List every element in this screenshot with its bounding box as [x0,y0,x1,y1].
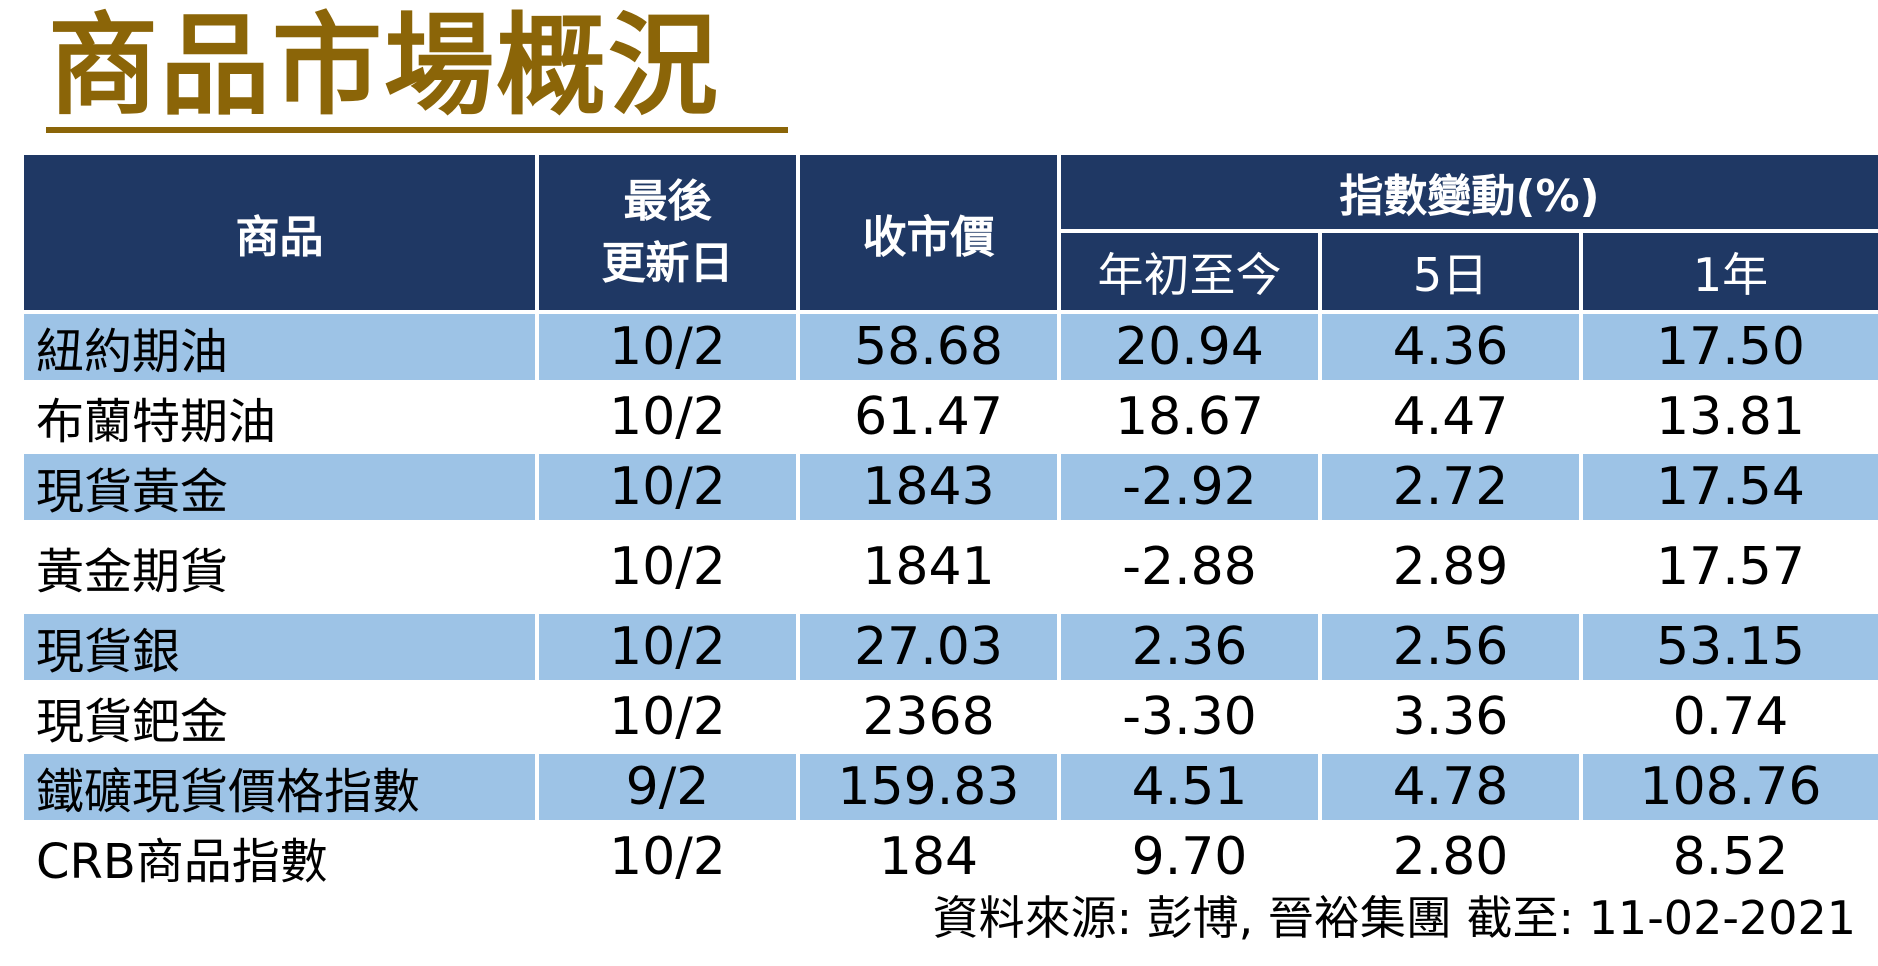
row-4-ytd: -2.88 [1122,537,1257,597]
header-last-update: 最後 更新日 [539,155,796,310]
row-4-close: 1841 [862,537,995,597]
row-8-close: 184 [878,827,979,887]
header-5-day: 5日 [1322,233,1579,310]
row-1-date: 10/2 [539,314,796,380]
row-3-1year: 17.54 [1583,454,1878,520]
row-6-1year: 0.74 [1672,687,1789,747]
row-5-1year: 53.15 [1583,614,1878,680]
row-8-date: 10/2 [609,827,726,887]
row-5-5day: 2.56 [1322,614,1579,680]
row-7-date: 9/2 [539,754,796,820]
row-7-close: 159.83 [800,754,1057,820]
row-4-5day: 2.89 [1392,537,1509,597]
commodity-market-table: 商品 最後 更新日 收市價 指數變動(%) 年初至今 5日 1年 紐約期油 10… [24,155,1878,890]
header-commodity: 商品 [24,155,535,310]
row-6-close: 2368 [862,687,995,747]
row-4-date: 10/2 [609,537,726,597]
row-5-commodity: 現貨銀 [24,614,535,680]
row-2-ytd: 18.67 [1115,387,1264,447]
header-last-update-line1: 最後 [623,175,712,227]
row-6-commodity: 現貨鈀金 [36,694,229,750]
row-3-ytd: -2.92 [1061,454,1318,520]
row-1-ytd: 20.94 [1061,314,1318,380]
row-4-commodity: 黃金期貨 [36,544,229,600]
row-1-close: 58.68 [800,314,1057,380]
row-6-date: 10/2 [609,687,726,747]
row-7-5day: 4.78 [1322,754,1579,820]
row-7-1year: 108.76 [1583,754,1878,820]
header-close-price: 收市價 [800,155,1057,310]
row-3-date: 10/2 [539,454,796,520]
row-5-date: 10/2 [539,614,796,680]
row-6-ytd: -3.30 [1122,687,1257,747]
row-8-commodity: CRB商品指數 [36,834,328,890]
row-5-close: 27.03 [800,614,1057,680]
header-ytd: 年初至今 [1061,233,1318,310]
source-note: 資料來源: 彭博, 晉裕集團 截至: 11-02-2021 [932,891,1856,945]
row-7-ytd: 4.51 [1061,754,1318,820]
row-7-commodity: 鐵礦現貨價格指數 [24,754,535,820]
row-8-5day: 2.80 [1392,827,1509,887]
header-last-update-line2: 更新日 [601,237,734,289]
row-3-commodity: 現貨黃金 [24,454,535,520]
row-1-5day: 4.36 [1322,314,1579,380]
row-2-1year: 13.81 [1656,387,1805,447]
row-3-close: 1843 [800,454,1057,520]
header-index-change: 指數變動(%) [1061,155,1878,229]
row-3-5day: 2.72 [1322,454,1579,520]
row-1-commodity: 紐約期油 [24,314,535,380]
row-2-5day: 4.47 [1392,387,1509,447]
row-6-5day: 3.36 [1392,687,1509,747]
row-5-ytd: 2.36 [1061,614,1318,680]
row-8-ytd: 9.70 [1131,827,1248,887]
row-2-close: 61.47 [854,387,1003,447]
row-2-date: 10/2 [609,387,726,447]
title-underline [46,127,788,133]
row-8-1year: 8.52 [1672,827,1789,887]
row-2-commodity: 布蘭特期油 [36,394,277,450]
row-1-1year: 17.50 [1583,314,1878,380]
page-title: 商品市場概況 [48,2,720,130]
header-1-year: 1年 [1583,233,1878,310]
row-4-1year: 17.57 [1656,537,1805,597]
